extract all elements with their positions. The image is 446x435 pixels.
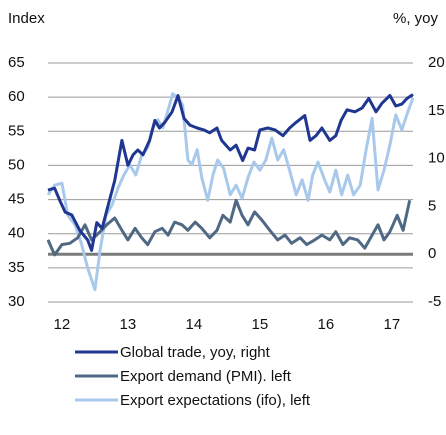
series-line xyxy=(47,93,414,252)
x-tick-label: 13 xyxy=(120,316,137,333)
y2-axis-label: %, yoy xyxy=(393,10,439,27)
x-tick-label: 12 xyxy=(54,316,71,333)
series-line xyxy=(46,198,412,257)
legend-label: Export demand (PMI). left xyxy=(120,368,292,385)
series-line xyxy=(46,92,415,292)
x-tick-label: 17 xyxy=(384,316,401,333)
y-axis-label: Index xyxy=(8,10,45,27)
x-tick-label: 14 xyxy=(186,316,203,333)
y2-tick-label: 5 xyxy=(428,197,436,214)
y2-tick-label: 20 xyxy=(428,54,445,71)
x-tick-label: 16 xyxy=(318,316,335,333)
legend-label: Export expectations (ifo), left xyxy=(120,392,311,409)
legend-label: Global trade, yoy, right xyxy=(120,344,271,361)
y2-tick-label: 0 xyxy=(428,245,436,262)
x-tick-label: 15 xyxy=(252,316,269,333)
y2-tick-label: 15 xyxy=(428,102,445,119)
y-tick-label: 55 xyxy=(8,122,25,139)
y2-tick-label: -5 xyxy=(428,293,441,310)
y-tick-label: 30 xyxy=(8,293,25,310)
y-tick-label: 45 xyxy=(8,191,25,208)
y-tick-label: 60 xyxy=(8,88,25,105)
y-tick-label: 40 xyxy=(8,225,25,242)
y2-tick-label: 10 xyxy=(428,150,445,167)
y-tick-label: 50 xyxy=(8,156,25,173)
y-tick-label: 35 xyxy=(8,259,25,276)
y-tick-label: 65 xyxy=(8,54,25,71)
